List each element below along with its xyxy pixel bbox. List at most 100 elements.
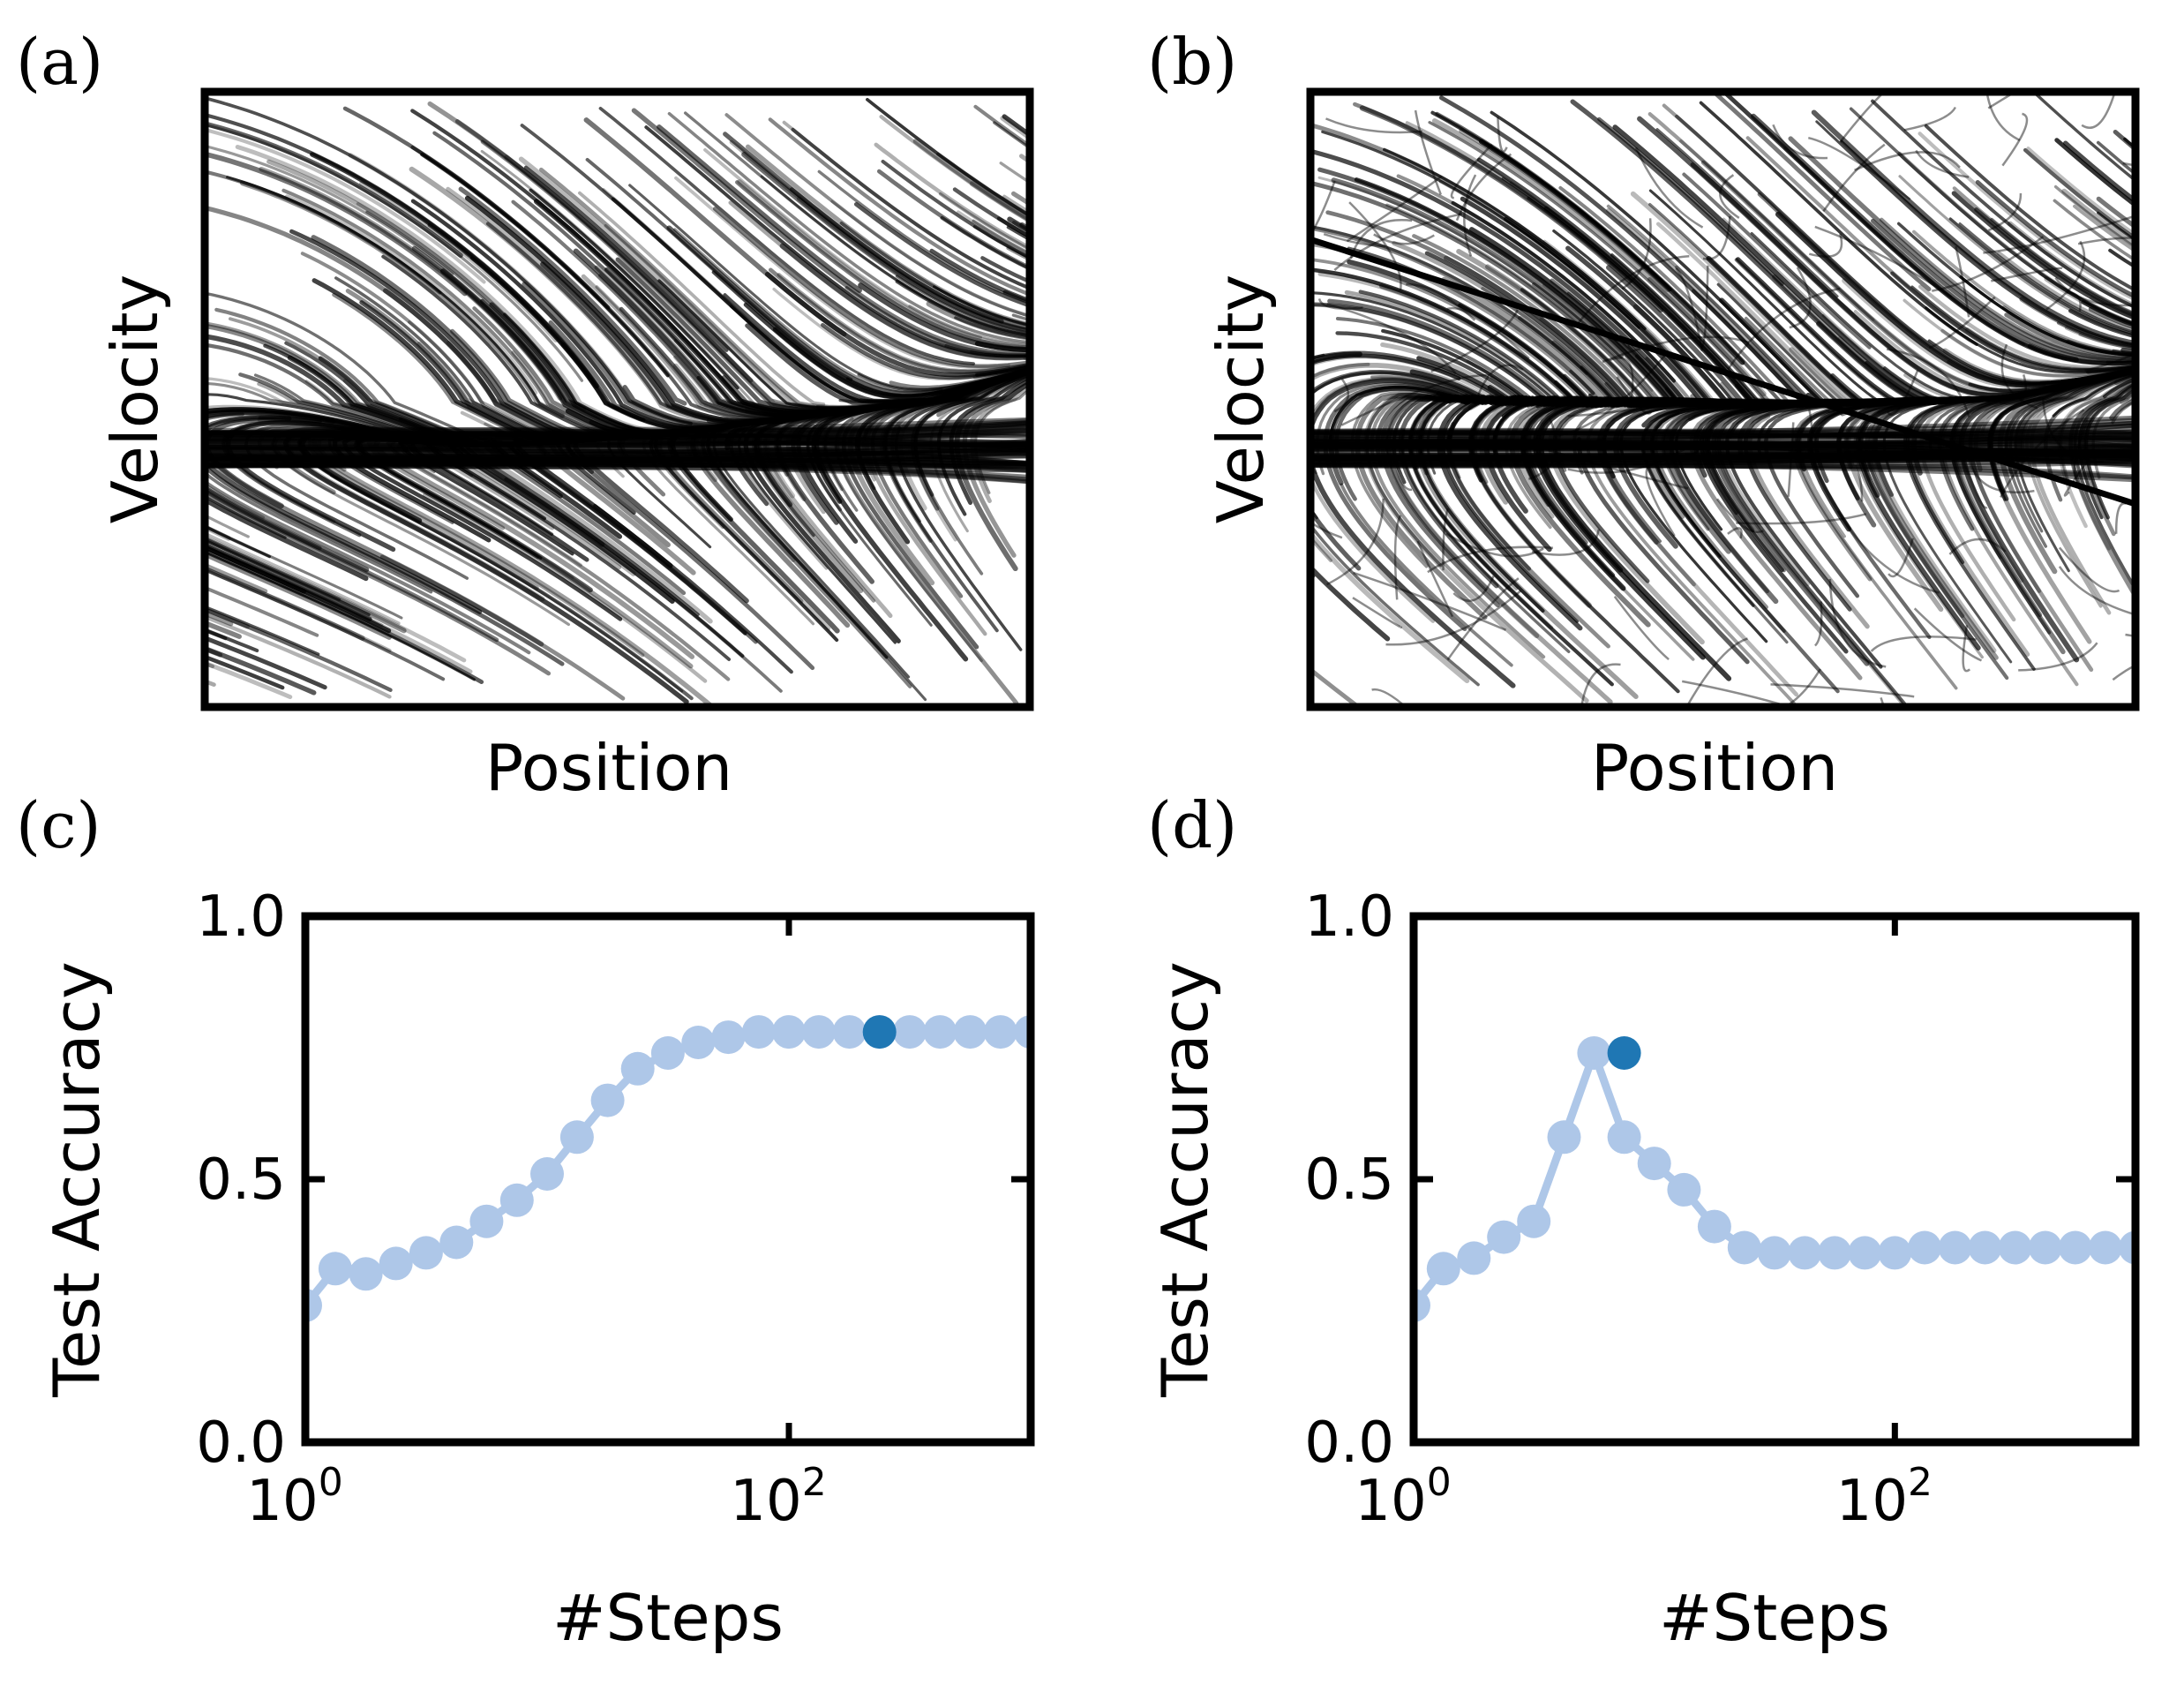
streamline [2114,502,2127,534]
streamline [1997,368,2135,575]
streamline [1478,139,1745,365]
streamline [2077,237,2135,245]
data-point [1818,1236,1852,1270]
streamline [1398,393,1499,589]
streamline [1702,215,1731,260]
streamline [2068,381,2135,595]
streamlines-b [1310,92,2135,707]
streamline [1675,267,1704,351]
streamline [205,547,484,684]
streamline [205,605,208,610]
streamline [1373,233,1435,245]
streamline [1597,117,1784,286]
streamline [205,585,319,637]
data-point [1938,1230,1972,1265]
data-point [469,1204,504,1238]
streamline [205,121,463,259]
streamline [667,112,1030,344]
plot-frame-a [200,87,1034,711]
streamline [1310,303,1637,408]
streamline [1975,179,2135,299]
streamline [1002,114,1030,138]
streamline [1418,395,1545,613]
ytick-label: 0.5 [196,1147,286,1213]
streamline [205,562,268,594]
streamline [1918,132,2135,302]
streamline [205,614,392,699]
streamline [1616,376,1653,415]
streamline [1317,167,1721,404]
streamline [2044,276,2135,328]
streamline [266,159,587,411]
streamline [205,454,1030,461]
streamline [1714,92,1932,291]
streamline [1497,117,1508,153]
streamline [1724,400,1883,669]
streamline [1000,116,1030,141]
streamline [2096,140,2135,177]
streamline [1962,625,1971,673]
streamline [1609,357,1634,403]
streamline [205,661,215,669]
streamline [972,219,1030,256]
streamline [205,636,327,690]
streamline [1682,172,1872,350]
streamline [1685,431,1701,456]
xlabel-d: #Steps [1659,1581,1890,1655]
streamline [1951,191,2135,321]
streamline [1019,154,1030,165]
streamline [1310,351,1391,642]
data-point [983,1015,1017,1049]
streamline [1888,538,1914,578]
streamline [1915,149,1970,178]
streamline [1310,666,1359,707]
streamline [379,554,626,701]
streamline [1326,303,1457,374]
streamline [779,243,1030,361]
streamline [1450,143,1493,199]
xtick-base: 10 [246,1469,318,1534]
streamline [1870,636,1977,652]
streamline [1645,463,1676,537]
streamline [1310,423,2135,439]
streamline [837,369,1030,424]
xtick-exponent: 2 [1908,1460,1933,1505]
streamline [1310,180,1336,237]
streamline [2038,271,2135,327]
streamline [1442,508,1449,571]
data-point [1757,1236,1791,1270]
streamline [205,430,1030,453]
streamline [1452,575,1495,602]
ylabel-d: Test Accuracy [1148,961,1222,1397]
streamline [205,620,242,639]
streamline [1613,596,1670,661]
streamline [2009,370,2135,533]
streamline [1925,306,2135,374]
streamline [311,235,615,441]
data-point [1998,1230,2032,1265]
streamline [2064,326,2135,350]
data-point [349,1257,383,1291]
streamline [205,568,446,681]
streamline [1310,362,1370,562]
streamline [876,169,1030,271]
streamline [791,127,1030,290]
streamline [2096,196,2135,230]
streamline [1347,246,1595,395]
data-point [2058,1230,2092,1265]
data-point [1848,1236,1882,1270]
streamline [2041,398,2104,463]
streamline [929,248,1030,304]
streamline [703,147,982,340]
data-point [1727,1230,1761,1265]
streamline [1310,523,1480,687]
streamline [711,270,1030,398]
streamline [2083,386,2135,520]
streamline [1715,431,1906,707]
data-point [1667,1172,1701,1207]
streamline [1007,216,1030,235]
ylabel-c: Test Accuracy [40,961,114,1397]
streamline [2102,377,2135,399]
ylabel-a: Velocity [98,275,172,523]
